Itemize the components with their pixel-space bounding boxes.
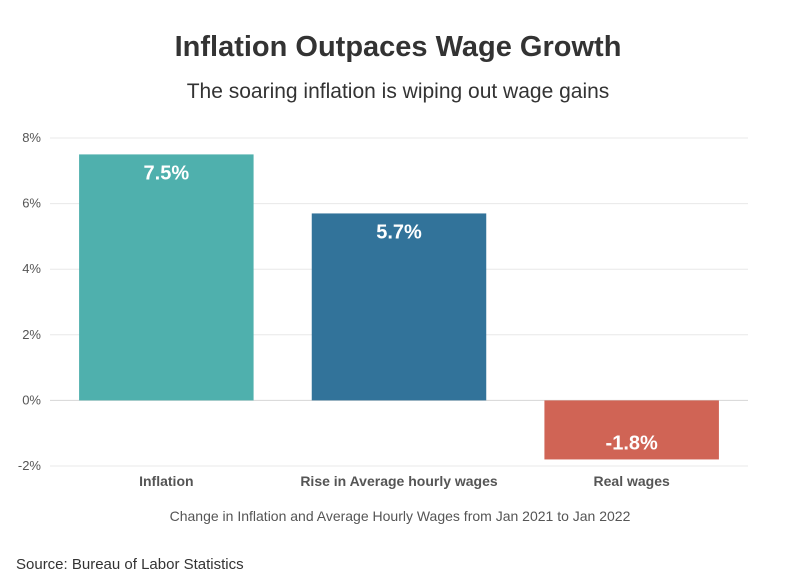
chart-title: Inflation Outpaces Wage Growth [174, 31, 622, 63]
bar-data-label: 5.7% [376, 221, 422, 243]
bar [311, 213, 487, 401]
y-tick-label: 2% [22, 327, 41, 342]
y-tick-label: 4% [22, 261, 41, 276]
category-label: Inflation [139, 473, 193, 489]
category-label: Rise in Average hourly wages [300, 473, 498, 489]
x-axis-label: Change in Inflation and Average Hourly W… [170, 508, 631, 524]
bar [79, 154, 254, 401]
bar-data-label: -1.8% [606, 432, 658, 454]
category-labels: Inflation Rise in Average hourly wages Rea… [139, 473, 670, 489]
bar [544, 400, 719, 460]
data-labels: 7.5% 5.7% -1.8% [144, 162, 658, 454]
bars [79, 154, 719, 460]
y-tick-label: -2% [18, 458, 42, 473]
y-tick-label: 6% [22, 196, 41, 211]
category-label: Real wages [594, 473, 670, 489]
y-tick-label: 8% [22, 130, 41, 145]
y-axis-ticks: -2% 0% 2% 4% 6% 8% [18, 130, 42, 473]
source-note: Source: Bureau of Labor Statistics [16, 556, 244, 573]
chart-subtitle: The soaring inflation is wiping out wage… [186, 80, 610, 103]
bar-data-label: 7.5% [144, 162, 190, 184]
y-tick-label: 0% [22, 392, 41, 407]
